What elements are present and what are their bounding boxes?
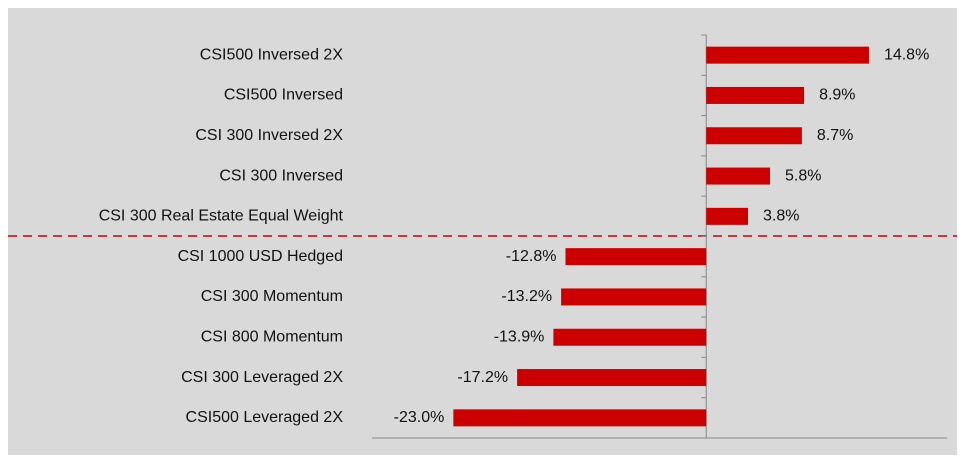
bar (706, 46, 869, 64)
data-label: -12.8% (506, 248, 557, 265)
data-label: -13.9% (494, 328, 545, 345)
data-label: -17.2% (457, 369, 508, 386)
plot-background (8, 8, 957, 455)
data-label: 3.8% (763, 208, 799, 225)
data-label: -23.0% (394, 409, 445, 426)
y-tick-label: CSI 300 Momentum (201, 288, 343, 305)
data-label: 8.7% (817, 127, 853, 144)
bar (706, 167, 770, 185)
bar (453, 409, 707, 427)
bar (553, 328, 707, 346)
data-label: -13.2% (501, 288, 552, 305)
data-label: 8.9% (819, 87, 855, 104)
bar (517, 369, 707, 387)
y-tick-label: CSI 300 Inversed (219, 167, 343, 184)
bar (565, 248, 707, 266)
data-label: 5.8% (785, 167, 821, 184)
y-tick-label: CSI500 Inversed (224, 87, 343, 104)
data-label: 14.8% (884, 46, 929, 63)
y-tick-label: CSI500 Inversed 2X (200, 46, 344, 63)
y-tick-label: CSI 1000 USD Hedged (178, 248, 343, 265)
bar (706, 86, 805, 104)
y-tick-label: CSI 300 Leveraged 2X (181, 369, 343, 386)
y-tick-label: CSI500 Leveraged 2X (186, 409, 344, 426)
bar (561, 288, 707, 306)
bar (706, 207, 749, 225)
bar (706, 127, 802, 145)
y-tick-label: CSI 300 Real Estate Equal Weight (99, 208, 344, 225)
y-tick-label: CSI 300 Inversed 2X (195, 127, 343, 144)
y-tick-label: CSI 800 Momentum (201, 328, 343, 345)
